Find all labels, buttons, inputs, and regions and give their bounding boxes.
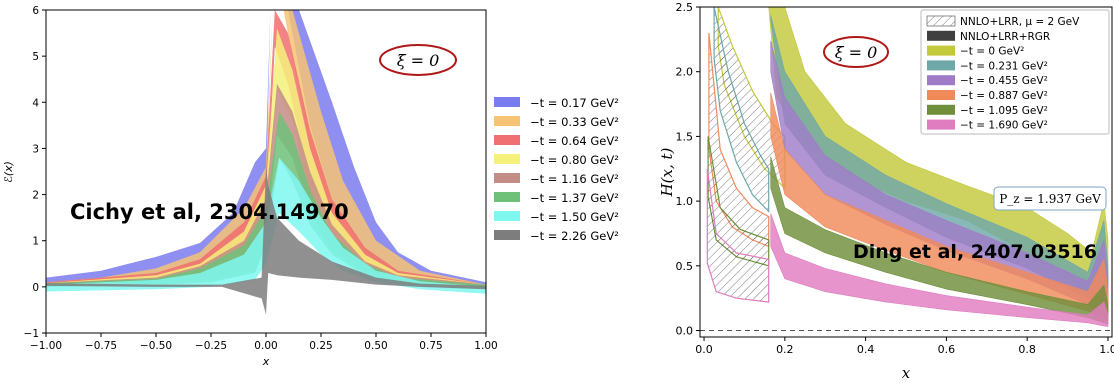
left-x-tick-label-6: 0.50 [364,340,387,352]
left-x-tick-label-3: −0.25 [195,340,227,352]
left-chart: −1.00 −0.75 −0.50 −0.25 0.00 0.25 0.50 0.75 1.00… [2,5,619,368]
left-y-tick-label-1: 0 [32,282,39,294]
right-legend-swatch-2 [927,46,955,56]
right-y-tick-label-1: 0.5 [676,260,694,273]
right-x-tick-label-5: 1.0 [1099,343,1114,356]
left-y-tick-label-4: 3 [32,143,39,155]
left-legend-swatch-0 [494,97,520,107]
left-y-tick-label-7: 6 [32,5,39,17]
left-legend-label-3: −t = 0.80 GeV² [530,153,619,167]
left-legend-label-4: −t = 1.16 GeV² [530,172,619,186]
left-y-tick-label-2: 1 [32,236,39,248]
left-y-tick-label-3: 2 [32,190,39,202]
left-x-tick-label-2: −0.50 [140,340,172,352]
left-legend-label-0: −t = 0.17 GeV² [530,96,619,110]
right-x-tick-label-0: 0.0 [695,343,713,356]
right-legend-label-4: −t = 0.455 GeV² [960,75,1048,87]
right-legend-swatch-7 [927,120,955,130]
left-x-axis-label: x [262,355,270,368]
left-legend-swatch-3 [494,154,520,164]
right-y-tick-label-3: 1.5 [676,130,694,143]
left-legend-swatch-6 [494,211,520,221]
left-legend: −t = 0.17 GeV² −t = 0.33 GeV² −t = 0.64 Ge… [494,96,619,243]
right-legend-swatch-6 [927,105,955,115]
right-y-tick-label-5: 2.5 [676,1,694,14]
right-legend-swatch-4 [927,75,955,85]
left-legend-swatch-1 [494,116,520,126]
right-legend-label-3: −t = 0.231 GeV² [960,60,1048,72]
right-x-axis-label: x [902,364,911,382]
left-legend-swatch-7 [494,230,520,240]
left-legend-label-5: −t = 1.37 GeV² [530,191,619,205]
left-x-tick-label-4: 0.00 [254,340,277,352]
right-legend-label-0: NNLO+LRR, μ = 2 GeV [960,16,1080,28]
right-legend: NNLO+LRR, μ = 2 GeV NNLO+LRR+RGR −t = 0 Ge… [921,10,1109,134]
right-legend-swatch-5 [927,90,955,100]
left-x-tick-label-1: −0.75 [85,340,117,352]
right-legend-label-2: −t = 0 GeV² [960,46,1024,58]
right-pz-text: P_z = 1.937 GeV [999,192,1101,206]
right-legend-label-6: −t = 1.095 GeV² [960,105,1048,117]
left-x-tick-label-7: 0.75 [419,340,442,352]
left-legend-label-1: −t = 0.33 GeV² [530,115,619,129]
right-y-tick-label-4: 2.0 [676,66,694,79]
right-xi-badge-text: ξ = 0 [835,43,878,62]
right-y-tick-label-2: 1.0 [676,195,694,208]
left-x-tick-label-0: −1.00 [30,340,62,352]
left-x-tick-label-5: 0.25 [309,340,332,352]
left-x-tick-label-8: 1.00 [474,340,497,352]
left-legend-swatch-2 [494,135,520,145]
right-legend-swatch-3 [927,60,955,70]
left-y-tick-label-0: −1 [24,328,39,340]
right-x-tick-label-1: 0.2 [776,343,794,356]
left-y-axis-label: ℰ(x) [2,161,15,183]
right-y-axis-label: H(x, t) [658,147,676,197]
left-y-tick-label-5: 4 [32,97,39,109]
left-legend-label-7: −t = 2.26 GeV² [530,229,619,243]
left-legend-label-6: −t = 1.50 GeV² [530,210,619,224]
right-x-tick-label-3: 0.6 [938,343,956,356]
left-legend-swatch-4 [494,173,520,183]
right-y-tick-label-0: 0.0 [676,325,694,338]
left-legend-swatch-5 [494,192,520,202]
right-legend-label-7: −t = 1.690 GeV² [960,120,1048,132]
right-legend-swatch-1 [927,31,955,41]
right-x-tick-label-2: 0.4 [857,343,875,356]
right-chart: 0.0 0.2 0.4 0.6 0.8 1.0 0.0 0.5 1.0 1.5 2.0 2.5 x H… [658,1,1114,382]
left-citation-label: Cichy et al, 2304.14970 [70,200,349,224]
right-x-tick-label-4: 0.8 [1018,343,1036,356]
right-legend-swatch-0 [927,16,955,26]
right-citation-label: Ding et al, 2407.03516 [853,241,1097,263]
left-xi-badge-text: ξ = 0 [397,51,440,70]
left-y-tick-label-6: 5 [32,51,39,63]
right-legend-label-5: −t = 0.887 GeV² [960,90,1048,102]
left-legend-label-2: −t = 0.64 GeV² [530,134,619,148]
right-legend-label-1: NNLO+LRR+RGR [960,31,1050,43]
